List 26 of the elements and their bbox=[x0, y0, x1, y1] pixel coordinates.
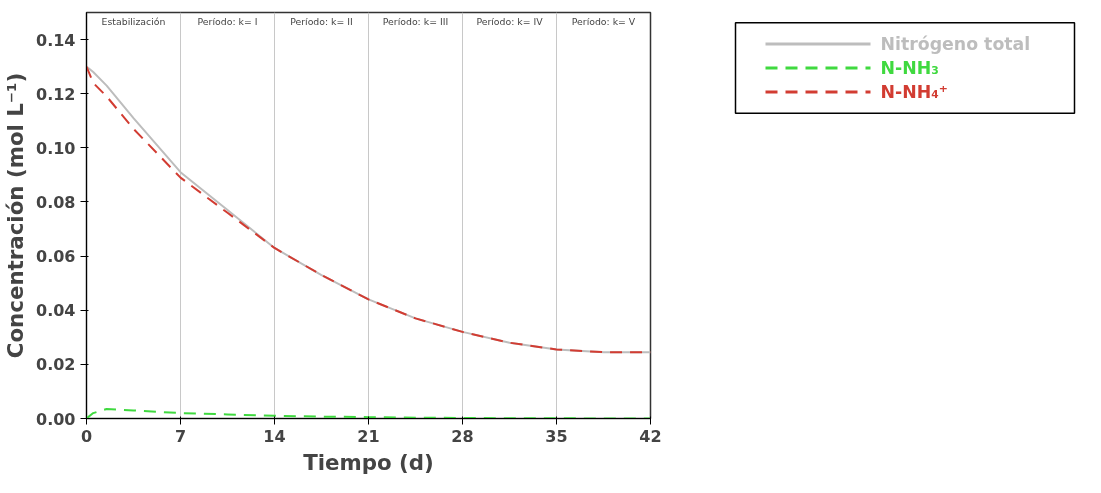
y-tick-label: 0.08 bbox=[36, 192, 76, 212]
y-tick-label: 0.04 bbox=[36, 301, 76, 321]
x-tick-label: 21 bbox=[357, 426, 380, 446]
x-tick-label: 7 bbox=[174, 426, 187, 446]
text: Nitrógeno total bbox=[880, 34, 1031, 55]
annotation: Estabilización bbox=[101, 15, 166, 27]
y-tick-label: 0.12 bbox=[36, 84, 76, 104]
annotation: Período: k= I bbox=[197, 15, 258, 27]
y-tick-label: 0.14 bbox=[36, 30, 76, 50]
annotation: Período: k= V bbox=[571, 15, 636, 27]
y-tick-label: 0.06 bbox=[36, 247, 76, 267]
y-axis-title: Concentración (mol L⁻¹) bbox=[3, 72, 29, 359]
x-tick-label: 0 bbox=[80, 426, 93, 446]
annotation: Período: k= II bbox=[290, 15, 353, 27]
x-tick-label: 28 bbox=[451, 426, 474, 446]
x-tick-label: 35 bbox=[545, 426, 568, 446]
x-tick-label: 42 bbox=[639, 426, 662, 446]
annotation: Período: k= III bbox=[382, 15, 449, 27]
text: N-NH₃ bbox=[880, 58, 939, 79]
text: N-NH₄⁺ bbox=[880, 81, 948, 102]
x-tick-label: 14 bbox=[263, 426, 286, 446]
y-tick-label: 0.02 bbox=[36, 355, 76, 375]
x-axis-title: Tiempo (d) bbox=[303, 449, 434, 475]
y-tick-label: 0.10 bbox=[36, 138, 76, 158]
annotation: Período: k= IV bbox=[476, 15, 544, 27]
y-tick-label: 0.00 bbox=[36, 409, 76, 429]
